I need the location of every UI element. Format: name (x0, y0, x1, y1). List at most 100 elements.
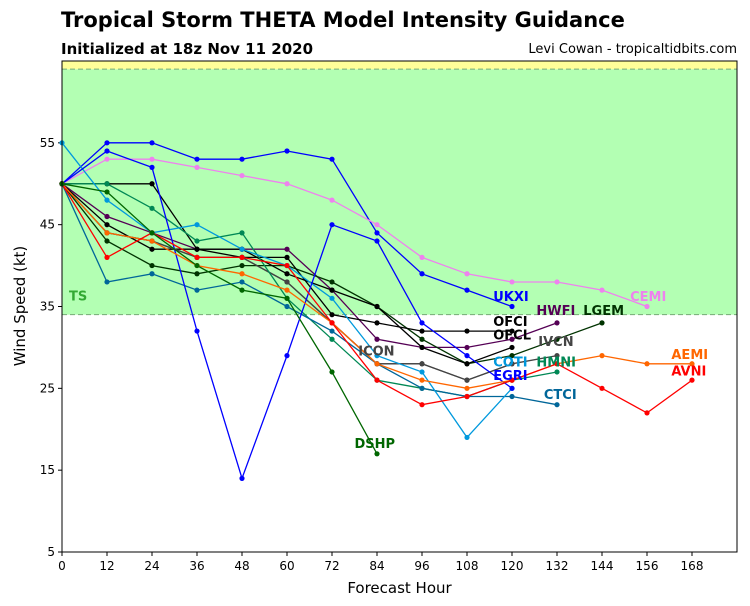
series-label-ofci: OFCI (493, 315, 527, 330)
data-point-aemi (149, 238, 155, 244)
data-point-ukxi (194, 156, 200, 162)
series-label-icon: ICON (358, 345, 394, 360)
data-point-ukxi (329, 156, 335, 162)
data-point-cemi (104, 156, 110, 162)
data-point-lgem (554, 336, 560, 342)
data-point-hmni (239, 230, 245, 236)
series-label-hmni: HMNI (536, 355, 576, 370)
data-point-ctci (329, 328, 335, 334)
data-point-ofci (509, 328, 515, 334)
data-point-aemi (599, 353, 605, 359)
data-point-dshp (194, 262, 200, 269)
data-point-cemi (599, 287, 605, 293)
data-point-cemi (419, 254, 425, 260)
data-point-ukxi (509, 303, 515, 310)
data-point-egri (509, 385, 515, 391)
data-point-ctci (509, 393, 515, 400)
data-point-ofcl (104, 222, 110, 228)
data-point-egri (194, 328, 200, 334)
data-point-avni (554, 361, 560, 367)
data-point-coti (104, 197, 110, 203)
data-point-ofci (284, 254, 290, 260)
data-point-cemi (149, 156, 155, 162)
data-point-aemi (464, 385, 470, 391)
data-point-hmni (149, 205, 155, 211)
data-point-hwfi (554, 320, 560, 326)
data-point-ofci (329, 312, 335, 318)
x-tick-label: 24 (144, 559, 159, 573)
data-point-coti (464, 434, 470, 441)
data-point-ukxi (239, 156, 245, 162)
series-label-ofcl: OFCL (493, 328, 531, 343)
data-point-aemi (239, 271, 245, 277)
data-point-dshp (374, 451, 380, 457)
data-point-coti (194, 222, 200, 228)
data-point-avni (284, 262, 290, 269)
series-line-dshp (61, 183, 378, 455)
data-point-hmni (554, 369, 560, 375)
x-tick-label: 144 (591, 559, 614, 573)
series-line-hwfi (61, 183, 558, 349)
data-point-hwfi (509, 336, 515, 342)
chart-subtitle: Initialized at 18z Nov 11 2020 (61, 40, 314, 58)
data-point-ofci (149, 181, 155, 187)
data-point-avni (239, 254, 245, 260)
data-point-hwfi (104, 213, 110, 220)
data-point-icon (464, 377, 470, 383)
data-point-avni (689, 377, 695, 383)
data-point-cemi (284, 181, 290, 187)
chart-title: Tropical Storm THETA Model Intensity Gui… (61, 8, 625, 32)
data-point-cemi (464, 271, 470, 277)
data-point-ofcl (509, 344, 515, 351)
data-point-coti (239, 246, 245, 252)
data-point-dshp (284, 295, 290, 301)
data-point-egri (464, 353, 470, 359)
data-point-ofcl (419, 344, 425, 351)
data-point-coti (329, 295, 335, 301)
data-point-ofci (374, 320, 380, 326)
series-label-ivcn: IVCN (538, 335, 573, 350)
data-point-lgem (149, 262, 155, 269)
data-point-hmni (104, 181, 110, 187)
data-point-aemi (284, 287, 290, 293)
data-point-ofci (464, 328, 470, 334)
data-point-ctci (194, 287, 200, 293)
x-tick-label: 60 (279, 559, 294, 573)
data-point-aemi (374, 361, 380, 367)
data-point-hwfi (374, 336, 380, 342)
data-point-ukxi (149, 140, 155, 146)
data-point-cemi (554, 279, 560, 285)
data-point-cemi (509, 279, 515, 285)
data-point-cemi (374, 222, 380, 228)
data-point-ukxi (104, 140, 110, 146)
x-tick-label: 156 (636, 559, 659, 573)
data-point-ctci (419, 385, 425, 391)
series-line-ctci (61, 183, 558, 406)
y-tick-label: 55 (40, 136, 55, 150)
band-1 (62, 61, 737, 70)
x-tick-label: 120 (501, 559, 524, 573)
chart-credit: Levi Cowan - tropicaltidbits.com (528, 42, 737, 57)
x-tick-label: 84 (369, 559, 384, 573)
data-point-egri (239, 475, 245, 481)
data-point-coti (374, 353, 380, 359)
data-point-egri (329, 222, 335, 228)
data-point-icon (284, 279, 290, 285)
series-label-lgem: LGEM (583, 304, 624, 319)
data-point-lgem (194, 271, 200, 277)
data-point-ofcl (194, 246, 200, 252)
series-line-cemi (61, 158, 648, 308)
data-point-ofcl (464, 361, 470, 367)
data-point-ukxi (284, 148, 290, 154)
x-tick-label: 72 (324, 559, 339, 573)
data-point-lgem (239, 262, 245, 269)
data-point-lgem (419, 336, 425, 342)
x-tick-label: 0 (58, 559, 66, 573)
band-0 (62, 69, 737, 315)
x-axis-label: Forecast Hour (347, 579, 452, 597)
data-point-hmni (329, 336, 335, 342)
data-point-hwfi (464, 344, 470, 351)
data-point-egri (374, 238, 380, 244)
data-point-ofcl (374, 303, 380, 310)
data-point-egri (104, 148, 110, 154)
